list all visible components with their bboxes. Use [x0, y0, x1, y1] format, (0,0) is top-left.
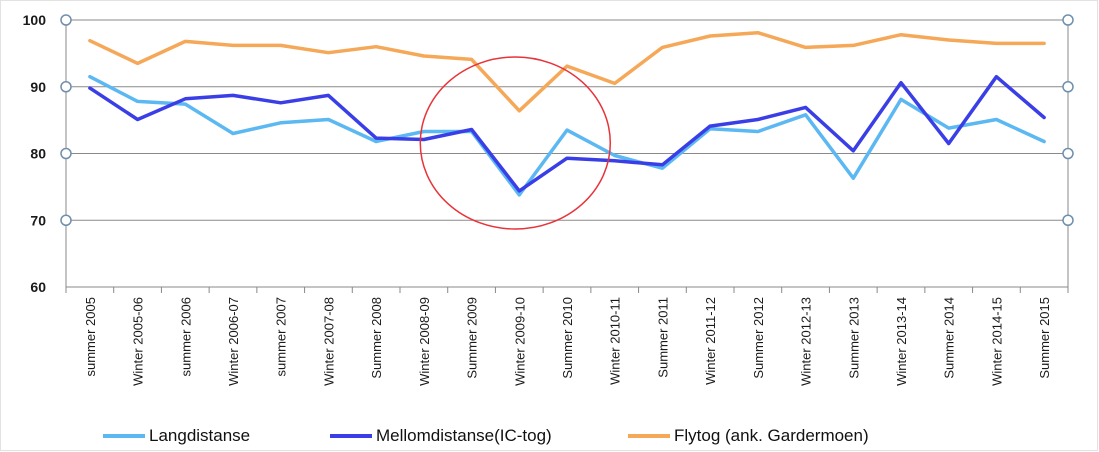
legend-item-mellomdistanse: Mellomdistanse(IC-tog)	[330, 423, 552, 449]
x-tick-label: Winter 2008-09	[417, 297, 432, 386]
legend-swatch-langdistanse	[103, 434, 145, 438]
x-tick-label: Summer 2008	[369, 297, 384, 379]
axis-marker-right	[1062, 214, 1074, 226]
x-tick-label: Winter 2013-14	[894, 297, 909, 386]
x-tick-label: Winter 2006-07	[226, 297, 241, 386]
y-tick-label-100: 100	[23, 12, 47, 28]
series-line-0	[88, 74, 1046, 197]
axis-marker-right	[1062, 14, 1074, 26]
x-tick-label: Summer 2011	[655, 297, 670, 378]
x-tick-label: Summer 2012	[751, 297, 766, 379]
legend-label-langdistanse: Langdistanse	[149, 426, 251, 445]
legend-label-mellomdistanse: Mellomdistanse(IC-tog)	[376, 426, 552, 445]
chart-legend: Langdistanse Mellomdistanse(IC-tog) Flyt…	[0, 423, 1099, 449]
x-tick-label: Winter 2014-15	[989, 297, 1004, 386]
series-line-2	[88, 30, 1046, 113]
legend-swatch-flytog	[628, 434, 670, 438]
legend-item-langdistanse: Langdistanse	[103, 423, 250, 449]
legend-swatch-mellomdistanse	[330, 434, 372, 438]
x-tick-label: Winter 2009-10	[512, 297, 527, 386]
y-tick-label-90: 90	[30, 79, 46, 95]
axis-marker-left	[60, 14, 72, 26]
axis-marker-left	[60, 81, 72, 93]
legend-item-flytog: Flytog (ank. Gardermoen)	[628, 423, 869, 449]
x-tick-label: Summer 2013	[846, 297, 861, 379]
axis-marker-right	[1062, 147, 1074, 160]
x-tick-label: summer 2006	[178, 297, 193, 376]
x-tick-label: Winter 2012-13	[799, 297, 814, 386]
y-tick-label-60: 60	[30, 279, 46, 295]
axis-marker-left	[60, 214, 72, 226]
y-tick-label-80: 80	[30, 146, 46, 162]
x-tick-label: Winter 2011-12	[703, 297, 718, 385]
x-tick-label: Summer 2014	[942, 297, 957, 379]
x-tick-label: summer 2007	[274, 297, 289, 376]
series-line-1	[88, 74, 1046, 193]
x-tick-label: Summer 2009	[465, 297, 480, 379]
x-tick-label: Summer 2015	[1037, 297, 1052, 379]
highlight-circle	[419, 56, 612, 230]
x-tick-label: Summer 2010	[560, 297, 575, 379]
y-tick-label-70: 70	[30, 212, 46, 228]
x-tick-label: Winter 2005-06	[131, 297, 146, 386]
axis-marker-right	[1062, 81, 1074, 93]
x-tick-label: Winter 2007-08	[321, 297, 336, 386]
x-tick-label: summer 2005	[83, 297, 98, 376]
x-tick-label: Winter 2010-11	[608, 297, 623, 385]
legend-label-flytog: Flytog (ank. Gardermoen)	[674, 426, 869, 445]
axis-marker-left	[60, 147, 72, 160]
